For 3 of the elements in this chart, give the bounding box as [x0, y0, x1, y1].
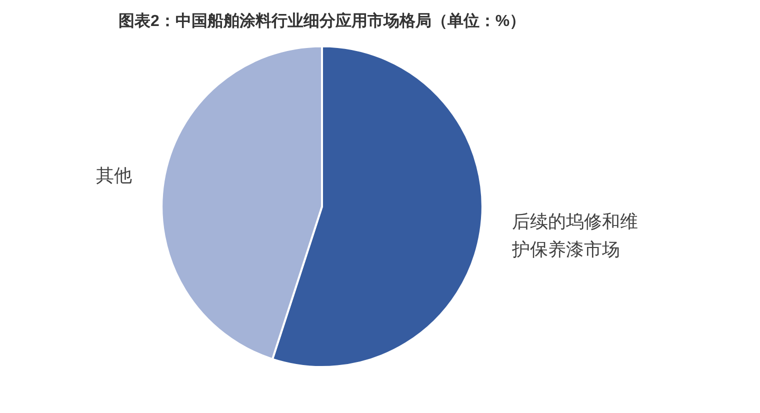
slice-label: 后续的坞修和维护保养漆市场: [511, 212, 638, 260]
chart-title: 图表2：中国船舶涂料行业细分应用市场格局（单位：%）: [118, 11, 526, 30]
slice-label: 其他: [96, 165, 132, 186]
